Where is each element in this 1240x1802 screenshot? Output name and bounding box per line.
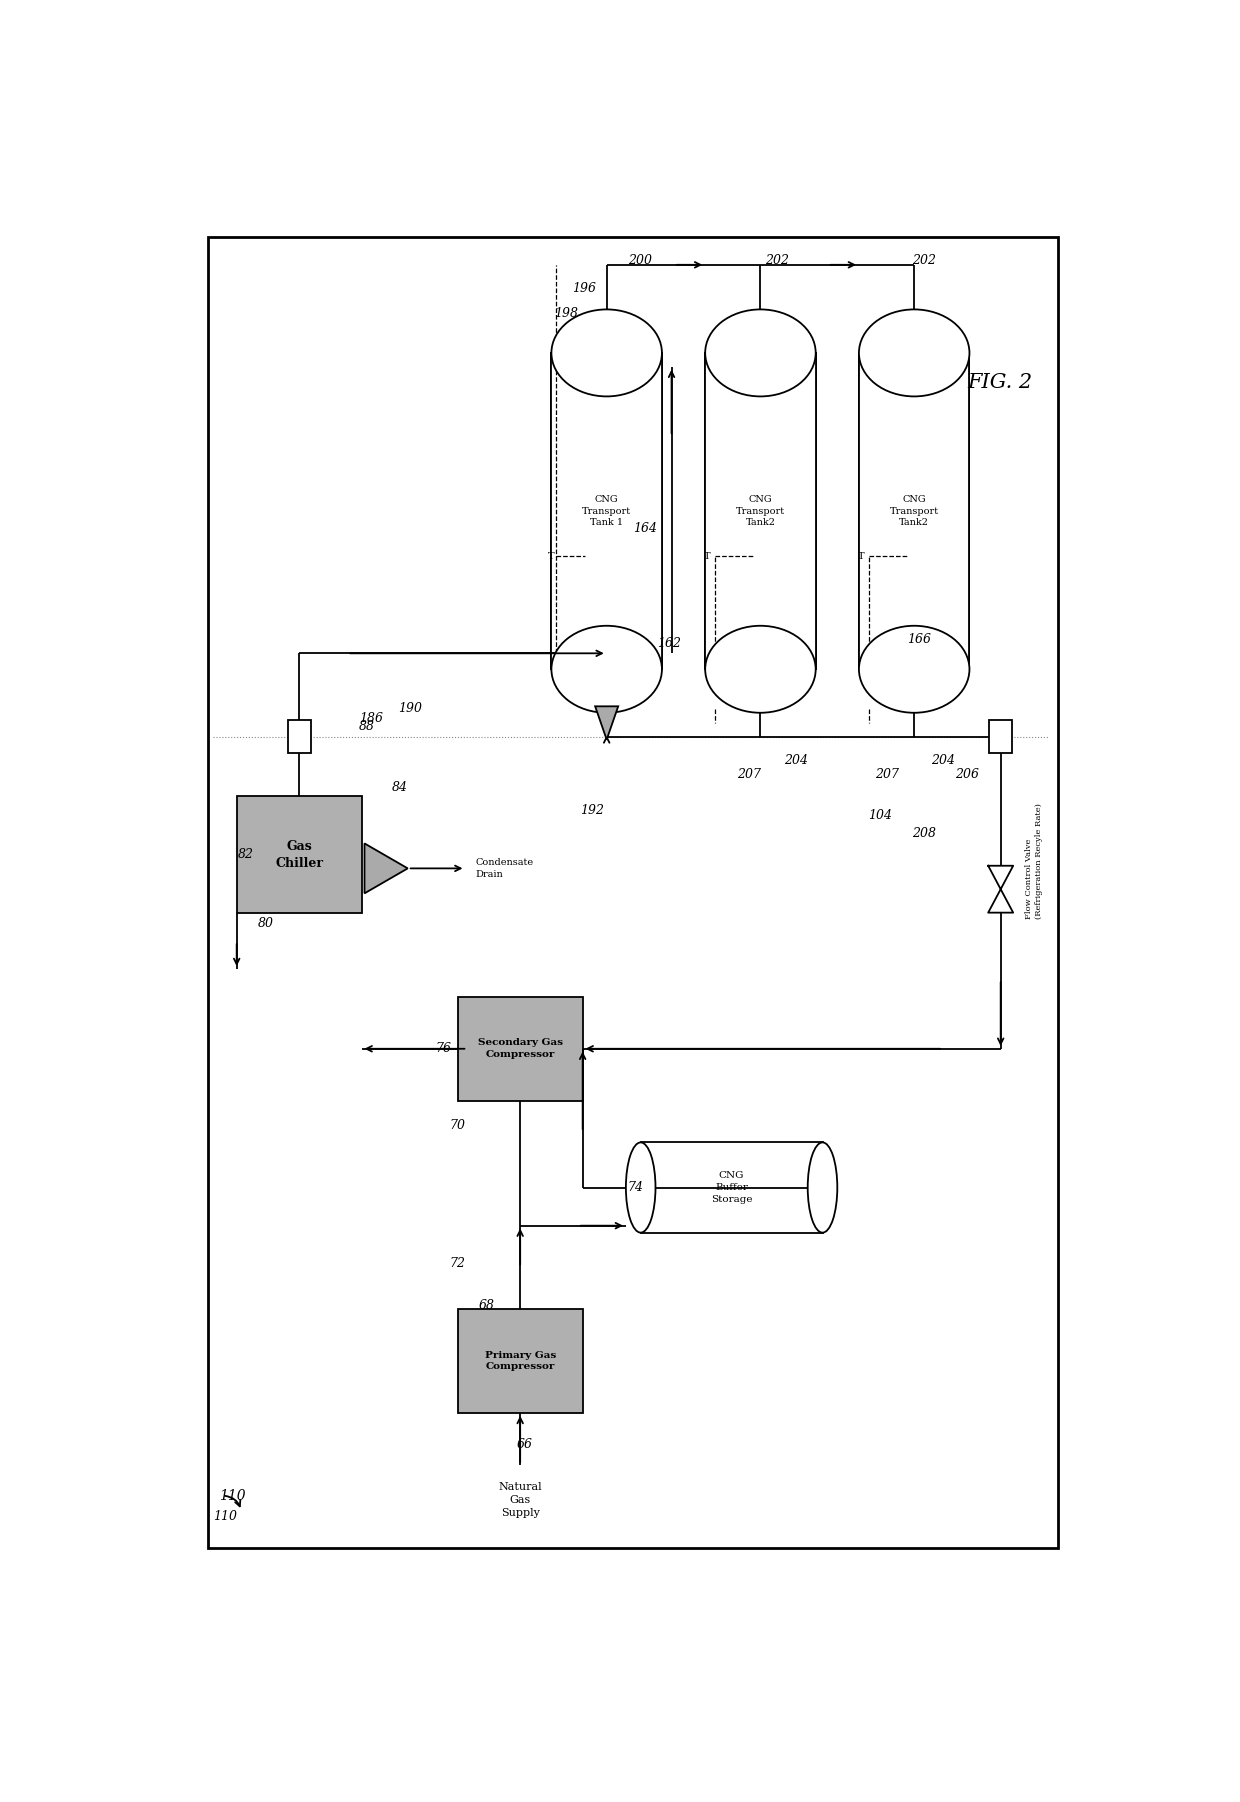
- FancyBboxPatch shape: [706, 353, 816, 669]
- Text: 68: 68: [479, 1299, 495, 1312]
- Ellipse shape: [706, 625, 816, 714]
- FancyBboxPatch shape: [237, 795, 362, 914]
- Text: 80: 80: [258, 917, 274, 930]
- Ellipse shape: [552, 310, 662, 396]
- Text: 196: 196: [573, 281, 596, 296]
- Text: Natural
Gas
Supply: Natural Gas Supply: [498, 1481, 542, 1517]
- Text: T: T: [704, 551, 711, 560]
- Text: 198: 198: [554, 306, 578, 321]
- Text: 202: 202: [765, 254, 789, 267]
- Text: 192: 192: [580, 804, 604, 816]
- Ellipse shape: [706, 310, 816, 396]
- Ellipse shape: [552, 625, 662, 714]
- Text: 208: 208: [911, 827, 936, 840]
- Text: CNG
Transport
Tank 1: CNG Transport Tank 1: [582, 496, 631, 528]
- Text: T: T: [858, 551, 864, 560]
- Text: 207: 207: [737, 768, 761, 780]
- Ellipse shape: [807, 1142, 837, 1233]
- Text: 84: 84: [392, 782, 408, 795]
- Text: CNG
Buffer
Storage: CNG Buffer Storage: [711, 1171, 753, 1204]
- Ellipse shape: [859, 310, 970, 396]
- FancyBboxPatch shape: [458, 1308, 583, 1413]
- Text: FIG. 2: FIG. 2: [967, 373, 1032, 393]
- Text: Condensate
Drain: Condensate Drain: [475, 858, 533, 879]
- Text: 202: 202: [911, 254, 936, 267]
- Text: 164: 164: [634, 523, 657, 535]
- FancyBboxPatch shape: [288, 721, 311, 753]
- Text: T: T: [548, 551, 554, 560]
- Text: 110: 110: [213, 1510, 237, 1523]
- Text: Secondary Gas
Compressor: Secondary Gas Compressor: [477, 1038, 563, 1060]
- Ellipse shape: [859, 625, 970, 714]
- Text: Gas
Chiller: Gas Chiller: [275, 840, 324, 870]
- Ellipse shape: [626, 1142, 656, 1233]
- Text: 74: 74: [627, 1180, 644, 1195]
- Polygon shape: [595, 706, 619, 739]
- Polygon shape: [988, 865, 1013, 888]
- Text: 190: 190: [398, 703, 422, 715]
- Text: 206: 206: [955, 768, 980, 780]
- Polygon shape: [365, 843, 408, 894]
- FancyBboxPatch shape: [458, 997, 583, 1101]
- Text: Primary Gas
Compressor: Primary Gas Compressor: [485, 1350, 556, 1371]
- Text: 110: 110: [218, 1488, 246, 1503]
- Text: 186: 186: [360, 712, 383, 724]
- Text: 204: 204: [784, 753, 808, 766]
- Text: CNG
Transport
Tank2: CNG Transport Tank2: [735, 496, 785, 528]
- Text: 88: 88: [358, 721, 374, 733]
- Text: 200: 200: [629, 254, 652, 267]
- Text: 207: 207: [875, 768, 899, 780]
- Text: 82: 82: [238, 849, 254, 861]
- Text: 162: 162: [657, 638, 681, 651]
- FancyBboxPatch shape: [208, 238, 1059, 1548]
- FancyBboxPatch shape: [990, 721, 1012, 753]
- FancyBboxPatch shape: [859, 353, 970, 669]
- Text: 72: 72: [450, 1258, 466, 1270]
- Text: 204: 204: [931, 753, 955, 766]
- Text: Flow Control Valve
(Refrigeration Recyle Rate): Flow Control Valve (Refrigeration Recyle…: [1024, 804, 1043, 919]
- Text: CNG
Transport
Tank2: CNG Transport Tank2: [889, 496, 939, 528]
- FancyBboxPatch shape: [641, 1142, 822, 1233]
- FancyBboxPatch shape: [552, 353, 662, 669]
- Text: 166: 166: [906, 633, 931, 645]
- Text: 76: 76: [435, 1042, 451, 1056]
- Text: 66: 66: [517, 1438, 533, 1451]
- Text: 104: 104: [868, 809, 893, 822]
- Text: 70: 70: [450, 1119, 466, 1132]
